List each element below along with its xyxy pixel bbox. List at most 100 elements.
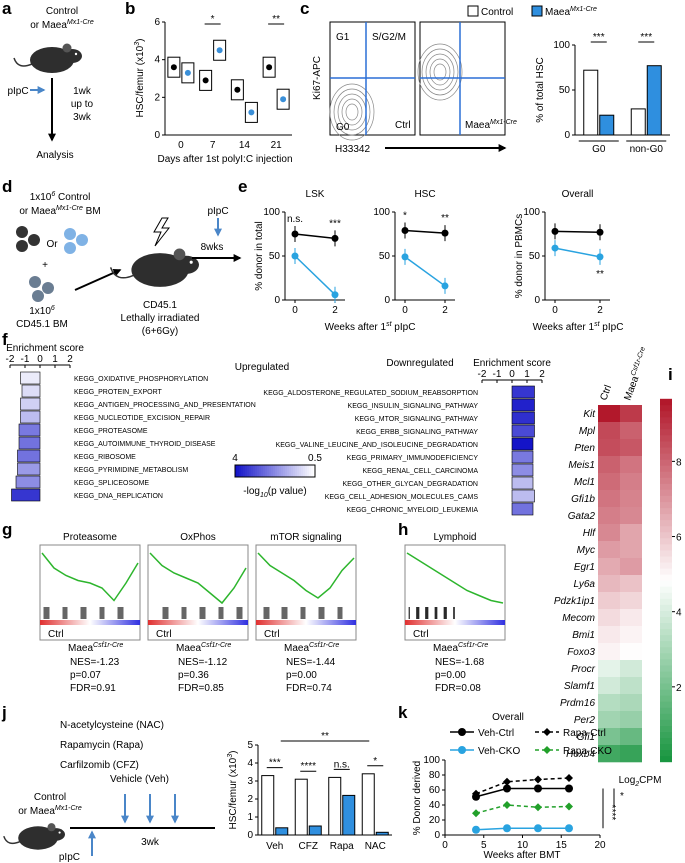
colorbar-cell	[660, 556, 672, 563]
heat-cell	[620, 745, 642, 763]
point	[291, 230, 299, 238]
legend-label: Veh-Ctrl	[478, 728, 514, 739]
significance: n.s.	[334, 759, 350, 770]
heat-cell	[620, 592, 642, 610]
superscript: Csf1r-Cre	[309, 642, 339, 649]
heat-cell	[598, 456, 620, 474]
colorbar-cell	[660, 725, 672, 732]
label: % donor in total	[254, 221, 265, 291]
colorbar-tick: 0.5	[308, 453, 322, 464]
enrichment-bar	[18, 423, 41, 437]
colorbar-cell	[251, 465, 254, 477]
label: FDR=0.85	[178, 683, 224, 694]
y-tick-label: 5	[247, 740, 253, 751]
term: KEGG_AUTOIMMUNE_THYROID_DISEASE	[74, 441, 216, 448]
label: 3wk	[73, 112, 92, 123]
label: HSC/femur (x103)	[227, 751, 239, 830]
significance: *	[403, 210, 407, 221]
heat-cell	[598, 745, 620, 763]
label: pIpC	[207, 206, 228, 217]
enrichment-curve	[257, 552, 355, 599]
gsea-frame	[147, 544, 249, 641]
bar	[294, 778, 308, 836]
x-tick-label: 2	[67, 354, 73, 365]
colorbar-cell	[660, 495, 672, 503]
term: KEGG_CHRONIC_MYELOID_LEUKEMIA	[347, 507, 479, 514]
term: KEGG_OTHER_GLYCAN_DEGRADATION	[343, 481, 479, 488]
text-part: Maea	[465, 120, 490, 131]
label: Days after 1st polyI:C injection	[157, 154, 292, 165]
chart-title: HSC	[414, 189, 435, 200]
bar	[361, 773, 375, 836]
colorbar-cell	[660, 441, 672, 448]
label: CD45.1 BM	[16, 319, 68, 330]
colorbar-cell	[247, 465, 250, 477]
label: % donor in PBMCs	[514, 214, 525, 298]
point	[534, 803, 542, 812]
y-tick-label: 80	[429, 770, 441, 781]
subscript: 2	[634, 781, 639, 788]
cell	[76, 234, 88, 246]
heat-cell	[620, 405, 642, 423]
colorbar-cell	[277, 465, 280, 477]
lightning	[153, 217, 171, 247]
colorbar-cell	[273, 465, 276, 477]
label: MaeaCsf1r-Cre	[622, 346, 652, 402]
colorbar-tick-label: 4	[676, 608, 682, 619]
colorbar-cell	[660, 477, 672, 484]
heat-cell	[598, 609, 620, 627]
label: Control	[34, 792, 66, 803]
label: MaeaCsf1r-Cre	[433, 642, 488, 654]
legend-swatch	[531, 5, 543, 17]
mouse-ear	[47, 823, 56, 832]
colorbar-cell	[253, 465, 256, 477]
colorbar-tick-label: 8	[676, 457, 682, 468]
colorbar-cell	[313, 465, 316, 477]
text-part: Control	[55, 192, 90, 203]
colorbar-cell	[660, 568, 672, 575]
mouse-tail	[13, 57, 33, 67]
text-part: BM	[83, 206, 101, 217]
point	[503, 784, 511, 793]
legend-label: Rapa-Ctrl	[563, 728, 606, 739]
label: Log2CPM	[619, 775, 662, 788]
colorbar-cell	[660, 719, 672, 726]
significance: **	[321, 731, 329, 742]
series-line	[554, 230, 601, 233]
text-part: Weeks after 1	[325, 322, 387, 333]
point	[472, 809, 480, 818]
heat-cell	[620, 541, 642, 559]
colorbar-cell	[660, 537, 672, 545]
label: p=0.36	[178, 670, 209, 681]
heat-cell	[620, 422, 642, 440]
label: 1wk	[73, 86, 92, 97]
y-tick-label: 100	[523, 207, 540, 218]
colorbar-cell	[660, 707, 672, 714]
enrichment-bar	[20, 397, 41, 411]
label: Ki67-APC	[312, 56, 323, 100]
point	[565, 774, 573, 782]
y-tick-label: 0	[154, 130, 160, 141]
colorbar-cell	[660, 471, 672, 478]
heat-cell	[598, 439, 620, 457]
enrichment-bar	[511, 450, 534, 464]
colorbar-cell	[660, 398, 672, 406]
box	[199, 69, 213, 91]
bar	[261, 775, 275, 836]
y-tick-label: 2	[247, 794, 253, 805]
colorbar-cell	[660, 640, 672, 648]
significance: ****	[300, 761, 316, 772]
heat-cell	[598, 490, 620, 508]
colorbar-cell	[660, 701, 672, 708]
text-part: or Maea	[30, 20, 67, 31]
heat-cell	[598, 592, 620, 610]
y-tick-label: 4	[154, 55, 160, 66]
point	[551, 244, 559, 252]
label: Enrichment score	[473, 358, 551, 369]
gene-label: Gfi1b	[571, 494, 595, 505]
contour	[333, 88, 371, 136]
y-tick-label: 100	[263, 207, 280, 218]
label: Ctrl	[48, 629, 64, 640]
label: Enrichment score	[6, 343, 84, 354]
panel-label: d	[2, 177, 12, 196]
